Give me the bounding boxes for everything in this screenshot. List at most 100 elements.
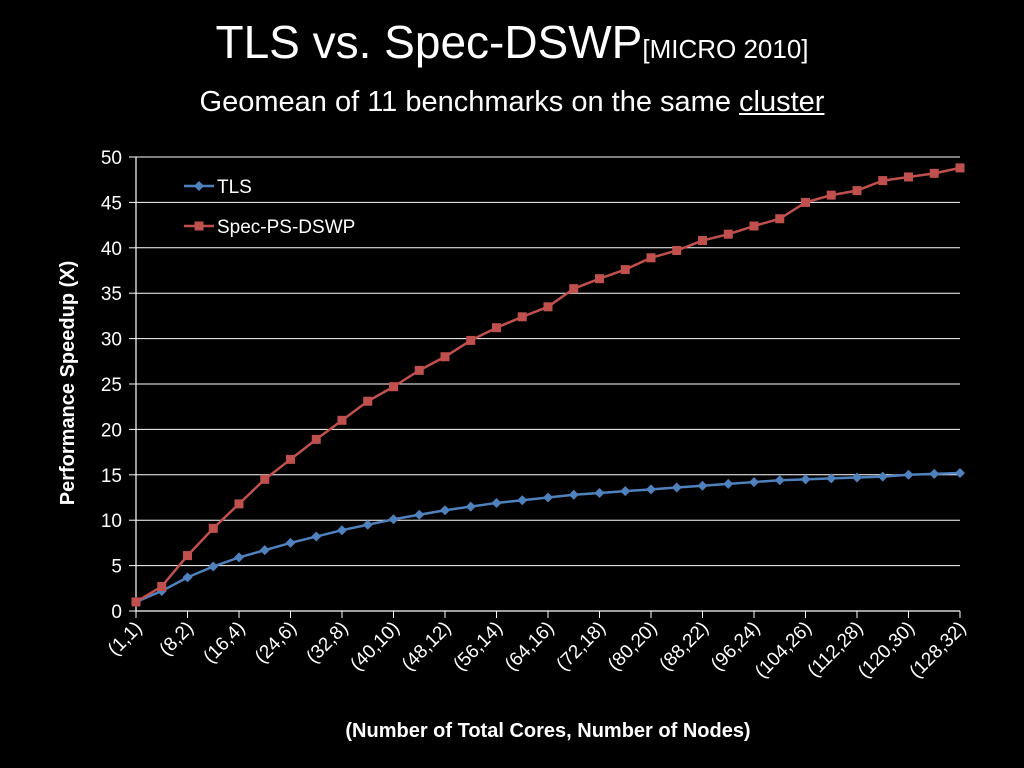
data-point xyxy=(697,480,708,491)
data-point xyxy=(182,572,193,583)
y-axis-tick-labels: 0 5 10 15 20 25 30 35 40 45 50 xyxy=(101,148,122,623)
data-point xyxy=(671,482,682,493)
data-point xyxy=(646,253,656,263)
data-point xyxy=(955,467,965,478)
data-point xyxy=(466,335,476,345)
data-point xyxy=(955,163,965,173)
slide-title-citation: [MICRO 2010] xyxy=(642,34,809,64)
data-point xyxy=(363,396,373,406)
data-point xyxy=(775,214,785,224)
slide-title-main: TLS vs. Spec-DSWP xyxy=(215,16,643,68)
y-tick-label: 15 xyxy=(101,466,122,487)
data-point xyxy=(208,523,218,533)
slide-title: TLS vs. Spec-DSWP[MICRO 2010] xyxy=(0,14,1024,77)
data-point xyxy=(904,172,913,182)
data-point xyxy=(595,274,604,284)
data-point xyxy=(362,519,373,530)
x-tick-label: (88,22) xyxy=(656,618,713,675)
data-point xyxy=(517,312,527,322)
data-point xyxy=(491,497,502,508)
legend-marker-tls xyxy=(194,181,204,191)
data-point xyxy=(774,475,785,486)
x-tick-label: (56,14) xyxy=(450,618,507,675)
x-tick-label: (40,10) xyxy=(347,618,404,675)
y-tick-label: 30 xyxy=(101,330,122,351)
y-tick-label: 25 xyxy=(101,375,122,396)
data-point xyxy=(414,365,424,375)
data-point xyxy=(878,176,888,186)
data-point xyxy=(749,221,759,231)
x-tick-label: (72,18) xyxy=(553,618,610,675)
x-tick-label: (64,16) xyxy=(501,618,558,675)
x-tick-label: (16,4) xyxy=(200,618,250,668)
data-point xyxy=(286,454,295,464)
data-point xyxy=(234,499,244,509)
x-tick-label: (8,2) xyxy=(156,618,198,660)
y-tick-label: 40 xyxy=(101,239,122,260)
data-point xyxy=(285,537,296,548)
series-line-tls xyxy=(135,471,961,604)
chart-series xyxy=(131,163,965,607)
x-tick-label: (48,12) xyxy=(398,618,455,675)
data-point xyxy=(800,474,811,485)
chart-legend: TLS Spec-PS-DSWP xyxy=(184,177,355,238)
data-point xyxy=(517,495,528,506)
y-tick-label: 35 xyxy=(101,284,122,305)
data-point xyxy=(646,484,656,495)
data-point xyxy=(801,197,810,207)
data-point xyxy=(568,489,579,500)
y-tick-label: 0 xyxy=(111,602,122,623)
x-tick-label: (32,8) xyxy=(303,618,353,668)
data-point xyxy=(723,229,733,239)
data-point xyxy=(877,471,888,482)
x-tick-label: (1,1) xyxy=(104,618,146,660)
data-point xyxy=(903,469,914,480)
x-tick-label: (128,32) xyxy=(906,618,971,683)
data-point xyxy=(852,472,862,483)
data-point xyxy=(749,477,759,488)
slide-subtitle-text: Geomean of 11 benchmarks on the same xyxy=(199,86,740,118)
data-point xyxy=(414,509,425,520)
y-tick-label: 50 xyxy=(101,148,122,169)
data-point xyxy=(208,561,219,572)
slide-subtitle-underlined: cluster xyxy=(739,86,825,118)
data-point xyxy=(543,492,553,503)
data-point xyxy=(543,302,553,312)
y-tick-label: 45 xyxy=(101,193,122,214)
data-point xyxy=(929,468,940,479)
data-point xyxy=(259,545,270,556)
x-tick-label: (80,20) xyxy=(604,618,661,675)
data-point xyxy=(440,352,450,362)
x-axis-tick-labels: (1,1) (8,2) (16,4) (24,6) (32,8)(40,10)(48,1… xyxy=(104,618,970,683)
data-point xyxy=(389,382,398,392)
data-point xyxy=(311,531,322,542)
slide-subtitle: Geomean of 11 benchmarks on the same clu… xyxy=(0,84,1024,120)
data-point xyxy=(826,473,837,484)
y-tick-label: 20 xyxy=(101,420,122,441)
legend-marker-spec-ps-dswp xyxy=(194,221,204,231)
chart-axes xyxy=(129,156,961,618)
data-point xyxy=(723,478,734,489)
x-tick-label: (24,6) xyxy=(251,618,301,668)
data-point xyxy=(465,501,476,512)
legend-label-tls: TLS xyxy=(217,177,252,198)
chart-gridlines xyxy=(136,156,960,567)
data-point xyxy=(234,552,244,563)
data-point xyxy=(337,525,347,536)
data-point xyxy=(929,168,939,178)
data-point xyxy=(260,474,270,484)
y-tick-label: 5 xyxy=(111,557,122,578)
data-point xyxy=(311,434,321,444)
data-point xyxy=(183,551,192,561)
data-point xyxy=(620,265,630,275)
data-point xyxy=(337,415,347,425)
data-point xyxy=(388,514,399,525)
y-axis-label: Performance Speedup (X) xyxy=(57,261,79,506)
data-point xyxy=(672,246,682,256)
data-point xyxy=(620,486,631,497)
data-point xyxy=(569,284,579,294)
legend-label-spec-ps-dswp: Spec-PS-DSWP xyxy=(217,217,355,238)
data-point xyxy=(826,190,836,200)
data-point xyxy=(698,236,707,246)
